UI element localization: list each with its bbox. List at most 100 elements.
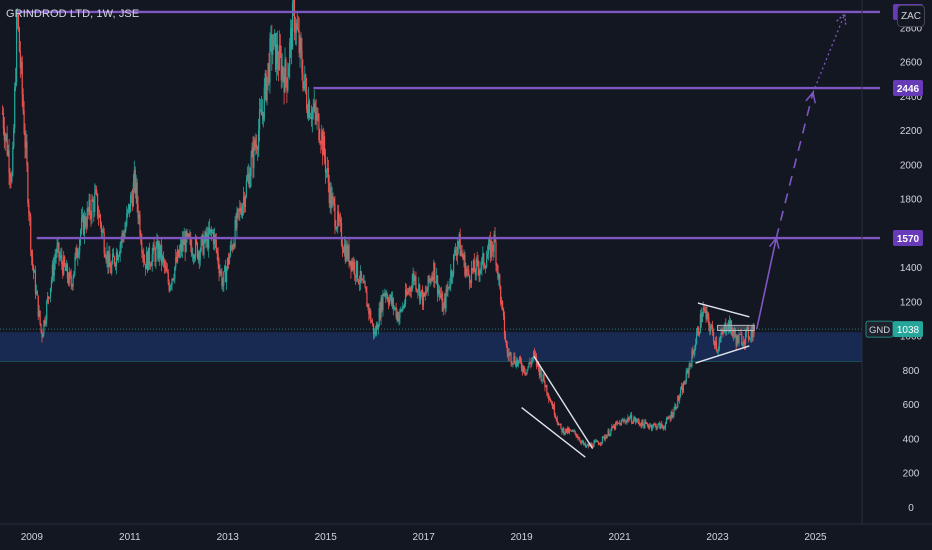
candle-body — [543, 374, 545, 383]
candle-body — [750, 329, 752, 339]
candle-body — [688, 365, 690, 374]
candle-body — [62, 263, 64, 275]
candle-body — [314, 103, 316, 112]
candle-body — [359, 271, 361, 284]
candle-body — [513, 356, 515, 364]
candle-body — [510, 352, 512, 363]
candle-body — [226, 268, 228, 283]
candle-body — [274, 33, 276, 35]
candle-body — [258, 129, 260, 150]
candle-body — [455, 253, 458, 256]
candle-body — [621, 420, 623, 422]
candle-body — [586, 444, 588, 446]
candle-body — [247, 173, 249, 178]
candle-body — [469, 282, 472, 284]
candle-body — [444, 298, 446, 308]
candle-body — [626, 419, 628, 423]
candle-body — [656, 427, 658, 429]
candle-body — [528, 362, 530, 368]
candle-body — [351, 261, 353, 271]
candle-body — [210, 229, 212, 233]
y-tick-label: 2000 — [900, 160, 923, 171]
candle-body — [37, 295, 39, 317]
candle-body — [429, 279, 431, 282]
candle-body — [59, 257, 61, 259]
candle-body — [299, 37, 301, 53]
x-tick-label: 2011 — [119, 532, 141, 543]
candle-body — [692, 350, 694, 354]
candle-body — [653, 424, 655, 426]
candle-body — [371, 321, 373, 323]
currency-button[interactable]: ZAC — [897, 5, 925, 27]
candle-body — [43, 320, 45, 334]
candle-body — [133, 169, 135, 183]
candle-body — [9, 173, 11, 178]
candle-body — [197, 252, 199, 259]
candle-body — [625, 421, 627, 423]
candle-body — [689, 364, 691, 366]
candle-body — [167, 272, 169, 283]
candle-body — [713, 340, 716, 346]
candle-body — [630, 414, 632, 418]
candle-body — [738, 335, 740, 344]
candle-body — [636, 419, 638, 421]
candle-body — [135, 182, 137, 194]
candle-body — [65, 264, 68, 271]
candle-body — [666, 417, 669, 419]
candle-body — [48, 296, 50, 298]
candle-body — [445, 289, 447, 308]
y-tick-label: 1400 — [900, 263, 923, 274]
candle-body — [80, 230, 82, 240]
candle-body — [384, 292, 386, 296]
candle-body — [594, 440, 596, 443]
candle-body — [680, 386, 683, 390]
candle-body — [294, 31, 296, 33]
candle-body — [721, 332, 723, 334]
time-axis[interactable]: 2009 2011 2013 2015 2017 2019 2021 2023 2025 — [21, 532, 827, 543]
candle-body — [683, 382, 685, 385]
candle-body — [184, 236, 186, 252]
candle-body — [242, 196, 245, 205]
candle-body — [348, 245, 350, 265]
candle-body — [681, 386, 684, 393]
candle-body — [519, 357, 522, 362]
candle-body — [68, 271, 70, 284]
candle-body — [434, 262, 436, 283]
candle-body — [77, 255, 79, 258]
candle-body — [64, 256, 66, 266]
candle-body — [32, 265, 35, 273]
candle-body — [672, 414, 674, 418]
candle-body — [51, 264, 53, 280]
candle-body — [443, 298, 445, 307]
candle-body — [335, 226, 337, 230]
candle-body — [707, 312, 709, 317]
candle-body — [509, 352, 511, 354]
candle-body — [10, 177, 12, 182]
candle-body — [317, 114, 319, 116]
candle-body — [156, 241, 158, 247]
last-price-badge — [893, 321, 923, 338]
candle-body — [508, 353, 510, 357]
candle-body — [337, 211, 339, 228]
candle-body — [706, 312, 708, 319]
candle-body — [569, 429, 571, 431]
candle-body — [476, 259, 478, 261]
candle-body — [84, 216, 86, 226]
candle-body — [139, 214, 141, 236]
candle-body — [333, 199, 335, 204]
candle-body — [657, 423, 659, 428]
candle-body — [448, 286, 450, 288]
candle-body — [18, 28, 21, 52]
candle-body — [20, 61, 22, 68]
candle-body — [201, 234, 203, 238]
candle-body — [647, 423, 649, 426]
candle-body — [715, 340, 717, 350]
candle-body — [697, 327, 700, 335]
candle-body — [714, 340, 717, 346]
candle-body — [540, 369, 542, 381]
price-axis[interactable]: 0200400600800100012001400160018002000220… — [900, 23, 923, 513]
candle-body — [267, 63, 269, 78]
candle-body — [419, 284, 421, 301]
candle-body — [2, 113, 4, 129]
